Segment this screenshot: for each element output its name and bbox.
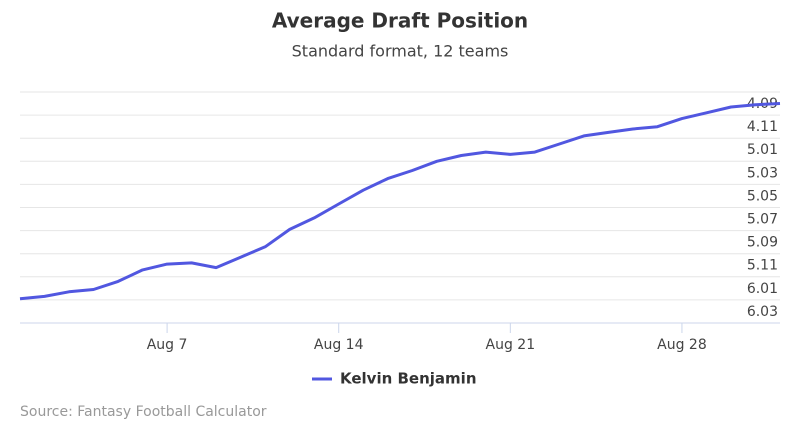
x-tick-label: Aug 28 <box>657 337 707 353</box>
data-line <box>19 102 781 301</box>
source: Source: Fantasy Football Calculator <box>20 404 267 420</box>
y-tick-label: 4.11 <box>747 119 778 135</box>
y-tick-label: 5.01 <box>747 142 778 158</box>
y-tick-label: 5.03 <box>747 165 778 181</box>
y-tick-label: 5.05 <box>747 188 778 204</box>
x-tick-label: Aug 7 <box>147 337 188 353</box>
y-tick-label: 5.07 <box>747 212 778 228</box>
x-tick-label: Aug 14 <box>314 337 364 353</box>
x-tick-label: Aug 21 <box>486 337 536 353</box>
legend-label: Kelvin Benjamin <box>340 370 477 388</box>
chart-title: Average Draft Position <box>272 9 528 33</box>
y-tick-label: 5.09 <box>747 235 778 251</box>
y-tick-label: 6.03 <box>747 304 778 320</box>
y-tick-label: 5.11 <box>747 258 778 274</box>
y-tick-label: 6.01 <box>747 281 778 297</box>
chart-subtitle: Standard format, 12 teams <box>292 42 509 61</box>
